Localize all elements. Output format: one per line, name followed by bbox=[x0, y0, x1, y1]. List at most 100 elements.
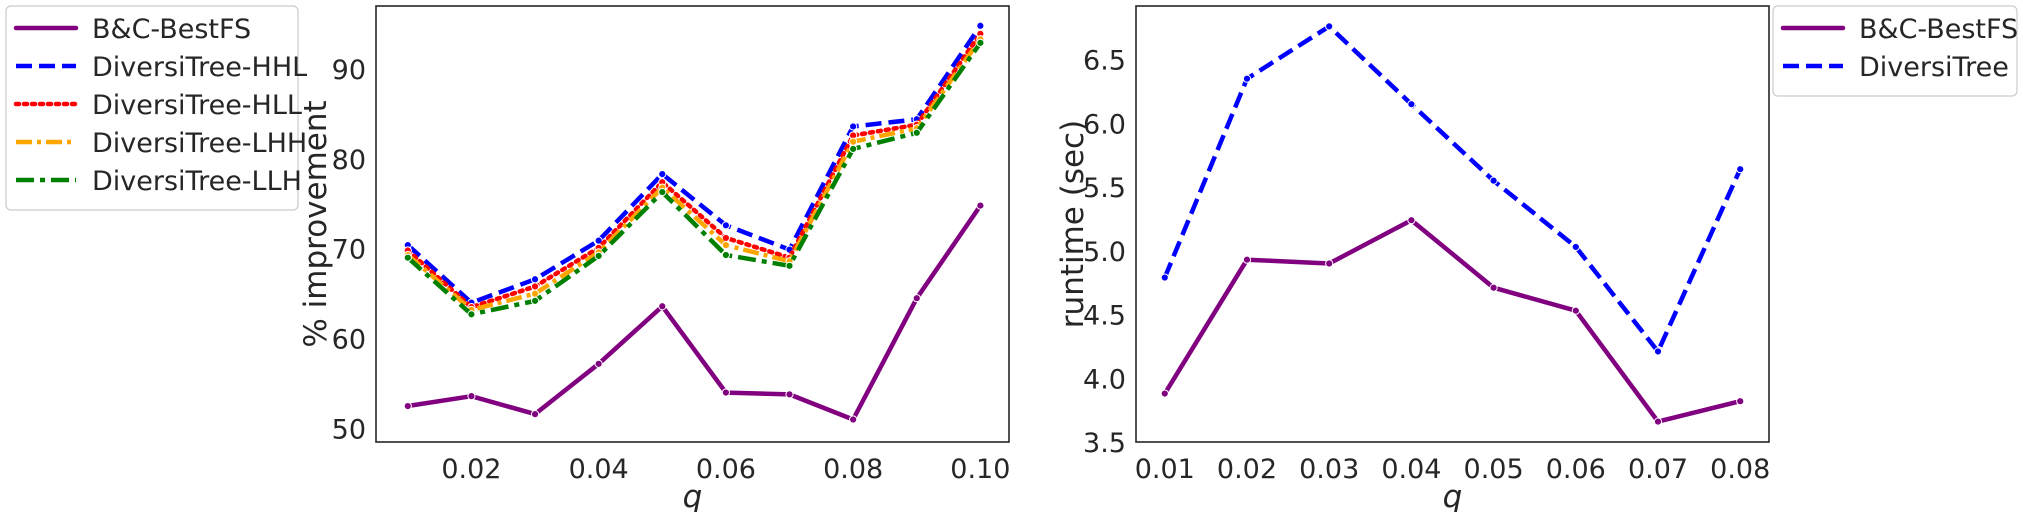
x-tick-label: 0.10 bbox=[950, 454, 1010, 485]
series-diversitree-hhl bbox=[403, 21, 985, 307]
legend: B&C-BestFS DiversiTree bbox=[1772, 5, 2018, 97]
legend-entry: B&C-BestFS bbox=[92, 14, 251, 45]
y-tick-label: 4.5 bbox=[1083, 301, 1126, 332]
y-tick-label: 6.5 bbox=[1083, 46, 1126, 77]
data-point bbox=[976, 21, 985, 30]
data-point bbox=[1571, 242, 1580, 252]
legend: B&C-BestFS DiversiTree-HHL DiversiTree-HLL… bbox=[5, 5, 307, 211]
data-point bbox=[530, 289, 540, 298]
data-point bbox=[1160, 389, 1169, 398]
legend-entry: DiversiTree-HHL bbox=[92, 52, 307, 83]
y-tick-label: 80 bbox=[332, 145, 366, 176]
legend-entry: DiversiTree bbox=[1859, 52, 2009, 83]
data-point bbox=[849, 144, 858, 154]
x-axis-label: q bbox=[1443, 479, 1463, 512]
series-line bbox=[1162, 24, 1743, 354]
data-point bbox=[976, 38, 985, 47]
data-point bbox=[912, 128, 921, 137]
chart-2: 0.01 0.02 0.03 0.04 0.05 0.06 0.07 0.08 3.5 4.0 4.… bbox=[1055, 5, 1770, 512]
data-point bbox=[912, 294, 921, 303]
data-point bbox=[467, 310, 476, 319]
y-tick-label: 5.0 bbox=[1083, 237, 1126, 268]
data-point bbox=[1489, 176, 1498, 185]
series-diversitree-hll bbox=[403, 29, 985, 312]
y-tick-label: 4.0 bbox=[1083, 364, 1126, 395]
series-line bbox=[405, 203, 983, 422]
data-point bbox=[1407, 100, 1416, 109]
y-axis-label: % improvement bbox=[298, 100, 334, 347]
data-point bbox=[976, 201, 985, 210]
data-point bbox=[658, 302, 667, 311]
data-point bbox=[1489, 283, 1498, 292]
data-point bbox=[530, 296, 540, 305]
data-point bbox=[658, 187, 667, 197]
data-point bbox=[1242, 255, 1252, 264]
data-point bbox=[1653, 417, 1663, 426]
data-point bbox=[849, 122, 858, 131]
x-tick-label: 0.04 bbox=[1381, 454, 1441, 485]
data-point bbox=[1242, 74, 1252, 83]
data-point bbox=[1160, 273, 1169, 282]
x-tick-label: 0.07 bbox=[1628, 454, 1688, 485]
x-tick-label: 0.08 bbox=[823, 454, 883, 485]
x-tick-label: 0.05 bbox=[1464, 454, 1524, 485]
data-point bbox=[721, 250, 730, 260]
data-point bbox=[467, 392, 476, 401]
data-point bbox=[785, 261, 794, 270]
y-tick-label: 70 bbox=[332, 235, 366, 266]
x-tick-label: 0.03 bbox=[1299, 454, 1359, 485]
plot-frame bbox=[375, 5, 1010, 443]
x-tick-label: 0.06 bbox=[696, 454, 756, 485]
data-point bbox=[1325, 22, 1334, 31]
data-point bbox=[594, 251, 603, 261]
data-point bbox=[594, 359, 603, 368]
data-point bbox=[1736, 397, 1745, 406]
series-line bbox=[406, 24, 983, 305]
plot-frame bbox=[1135, 5, 1770, 443]
x-tick-label: 0.08 bbox=[1710, 454, 1770, 485]
legend-entry: B&C-BestFS bbox=[1859, 14, 2018, 45]
data-point bbox=[849, 137, 858, 146]
series-line bbox=[406, 41, 983, 317]
data-point bbox=[785, 390, 794, 399]
y-tick-label: 6.0 bbox=[1083, 109, 1126, 140]
legend-frame bbox=[5, 5, 299, 211]
y-axis-label: runtime (sec) bbox=[1055, 120, 1091, 328]
y-tick-label: 90 bbox=[332, 55, 366, 86]
y-tick-label: 60 bbox=[332, 325, 366, 356]
series-diversitree-lhh bbox=[403, 35, 985, 314]
series-line bbox=[1162, 217, 1743, 424]
y-tick-label: 5.5 bbox=[1083, 173, 1126, 204]
series-line bbox=[406, 37, 983, 313]
legend-entry: DiversiTree-LHH bbox=[92, 128, 307, 159]
series-diversitree-llh bbox=[403, 38, 985, 319]
series-diversitree bbox=[1160, 22, 1745, 356]
x-tick-label: 0.01 bbox=[1135, 454, 1195, 485]
data-point bbox=[530, 275, 540, 284]
data-point bbox=[403, 253, 412, 262]
data-point bbox=[1407, 216, 1416, 225]
data-point bbox=[658, 170, 667, 179]
y-tick-label: 3.5 bbox=[1083, 428, 1126, 459]
data-point bbox=[1653, 347, 1663, 356]
data-point bbox=[1325, 259, 1334, 268]
legend-entry: DiversiTree-HLL bbox=[92, 90, 302, 121]
y-tick-label: 50 bbox=[332, 415, 366, 446]
data-point bbox=[403, 401, 412, 411]
data-point bbox=[1571, 306, 1580, 315]
data-point bbox=[721, 241, 730, 250]
x-tick-label: 0.02 bbox=[1217, 454, 1277, 485]
data-point bbox=[1736, 165, 1745, 174]
x-tick-label: 0.02 bbox=[441, 454, 501, 485]
legend-entry: DiversiTree-LLH bbox=[92, 166, 302, 197]
data-point bbox=[530, 282, 540, 291]
chart-1: 0.02 0.04 0.06 0.08 0.10 50 60 70 80 90 q % improve… bbox=[298, 5, 1010, 512]
x-tick-label: 0.06 bbox=[1546, 454, 1606, 485]
series-b-c-bestfs bbox=[1160, 216, 1745, 426]
x-tick-label: 0.04 bbox=[569, 454, 629, 485]
data-point bbox=[721, 388, 730, 397]
data-point bbox=[530, 410, 540, 419]
data-point bbox=[849, 415, 858, 424]
series-b-c-bestfs bbox=[403, 201, 985, 424]
series-line bbox=[405, 31, 983, 310]
